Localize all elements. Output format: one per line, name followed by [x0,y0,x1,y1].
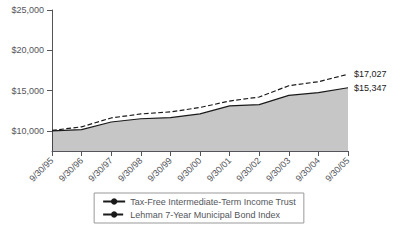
svg-text:$25,000: $25,000 [11,5,44,15]
svg-text:9/30/97: 9/30/97 [86,155,114,183]
svg-text:Lehman 7-Year Municipal Bond I: Lehman 7-Year Municipal Bond Index [130,210,280,220]
svg-text:$15,347: $15,347 [354,83,387,93]
svg-text:$10,000: $10,000 [11,126,44,136]
svg-text:9/30/04: 9/30/04 [294,155,322,183]
svg-text:9/30/00: 9/30/00 [175,155,203,183]
svg-text:9/30/96: 9/30/96 [57,155,85,183]
svg-text:Tax-Free Intermediate-Term Inc: Tax-Free Intermediate-Term Income Trust [130,197,296,207]
svg-text:9/30/03: 9/30/03 [264,155,292,183]
svg-text:$15,000: $15,000 [11,86,44,96]
svg-text:9/30/02: 9/30/02 [234,155,262,183]
svg-text:$17,027: $17,027 [354,69,387,79]
svg-text:9/30/98: 9/30/98 [116,155,144,183]
svg-text:9/30/01: 9/30/01 [205,155,233,183]
svg-text:$20,000: $20,000 [11,45,44,55]
svg-text:9/30/95: 9/30/95 [27,155,55,183]
svg-text:9/30/05: 9/30/05 [323,155,351,183]
svg-text:9/30/99: 9/30/99 [146,155,174,183]
